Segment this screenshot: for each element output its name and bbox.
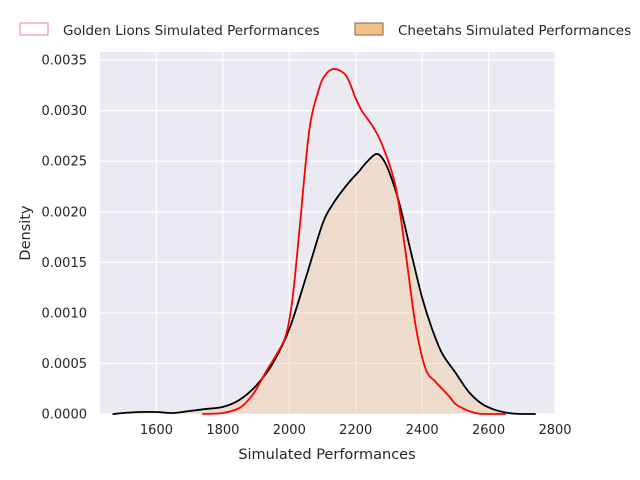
x-tick-label: 1600 <box>140 423 173 438</box>
y-axis-ticks: 0.0000 0.0005 0.0010 0.0015 0.0020 0.0025 0.00… <box>42 54 88 423</box>
y-tick-label: 0.0015 <box>42 256 88 271</box>
series-area-cheetahs-simulated-performances <box>113 153 536 414</box>
x-axis-ticks: 1600 1800 2000 2200 2400 2600 2800 <box>140 423 572 438</box>
y-tick-label: 0.0010 <box>42 306 88 321</box>
x-tick-label: 2800 <box>538 423 571 438</box>
y-tick-label: 0.0000 <box>42 408 88 423</box>
series-line-golden-lions-simulated-performances <box>202 68 507 415</box>
y-tick-label: 0.0020 <box>42 205 88 220</box>
legend-swatch-golden-lions <box>19 22 49 36</box>
y-axis-label: Density <box>18 205 34 261</box>
y-tick-label: 0.0035 <box>42 54 88 69</box>
legend: Golden Lions Simulated Performances Chee… <box>19 22 631 39</box>
x-tick-label: 1800 <box>206 423 239 438</box>
y-tick-label: 0.0030 <box>42 104 88 119</box>
x-tick-label: 2400 <box>406 423 439 438</box>
x-tick-label: 2200 <box>339 423 372 438</box>
y-tick-label: 0.0005 <box>42 357 88 372</box>
legend-label-golden-lions: Golden Lions Simulated Performances <box>63 23 320 39</box>
x-tick-label: 2600 <box>472 423 505 438</box>
plot-area <box>100 52 555 414</box>
legend-swatch-cheetahs <box>354 22 384 36</box>
gridlines <box>100 52 556 415</box>
legend-label-cheetahs: Cheetahs Simulated Performances <box>398 23 631 39</box>
series-layer <box>112 68 536 415</box>
y-tick-label: 0.0025 <box>42 155 88 170</box>
x-axis-label: Simulated Performances <box>238 447 415 463</box>
x-tick-label: 2000 <box>273 423 306 438</box>
series-line-cheetahs-simulated-performances <box>112 153 536 415</box>
